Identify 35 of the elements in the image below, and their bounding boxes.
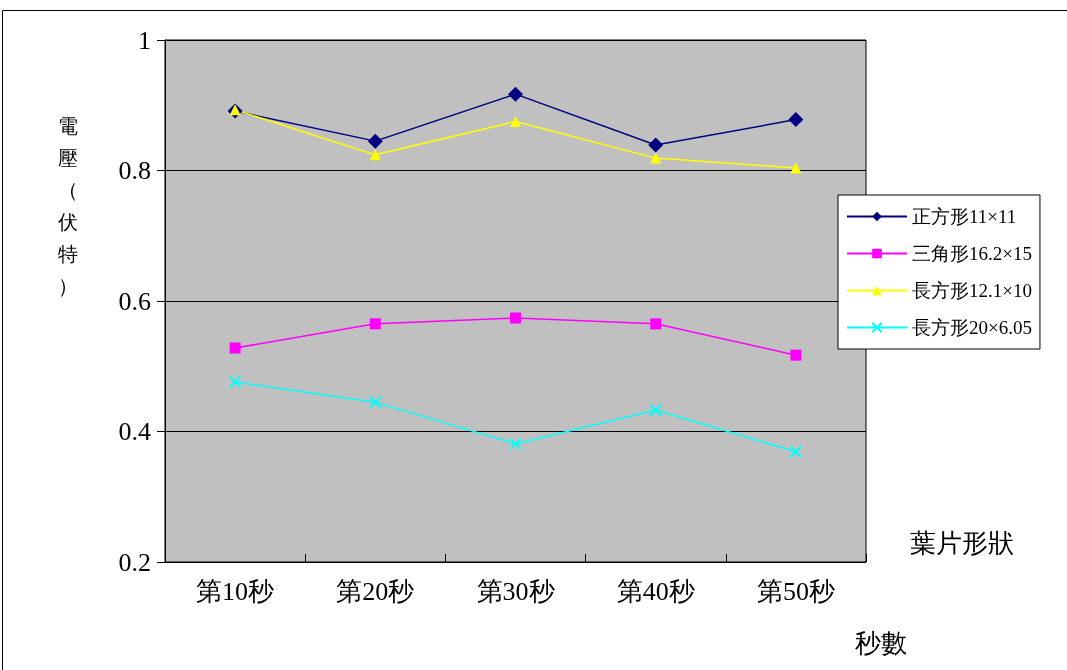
x-tick-label: 第30秒	[476, 576, 555, 606]
point	[508, 86, 523, 102]
x-tick-label: 第10秒	[196, 576, 275, 606]
point	[369, 318, 381, 330]
point	[509, 437, 522, 451]
y-tick-label: 0.2	[118, 547, 151, 577]
point	[789, 445, 803, 459]
y-axis-title: 電壓（伏特）	[58, 115, 78, 297]
y-tick-label: 0.4	[118, 417, 151, 446]
point	[510, 312, 521, 324]
point	[650, 152, 662, 164]
point	[790, 349, 802, 361]
point	[368, 395, 382, 409]
point	[369, 149, 381, 161]
legend-label: 三角形16.2×15	[912, 243, 1032, 264]
point	[367, 133, 383, 149]
x-tick-label: 第50秒	[756, 576, 835, 606]
x-axis-title: 秒數	[855, 628, 907, 658]
legend-label: 長方形20×6.05	[912, 317, 1032, 338]
point	[229, 342, 241, 354]
point	[650, 318, 662, 330]
y-tick-label: 0.8	[118, 156, 151, 185]
point	[648, 137, 664, 153]
y-tick-label: 0.6	[118, 286, 151, 316]
legend-label: 長方形12.1×10	[912, 280, 1032, 301]
legend-title: 葉片形狀	[910, 528, 1014, 558]
y-tick-label: 1	[138, 25, 151, 55]
legend-label: 正方形11×11	[912, 206, 1017, 227]
x-tick-label: 第40秒	[616, 576, 695, 606]
point	[790, 162, 802, 174]
point	[510, 116, 521, 128]
point	[788, 112, 804, 128]
point	[649, 403, 663, 417]
x-tick-label: 第20秒	[336, 576, 415, 606]
point	[228, 375, 242, 389]
